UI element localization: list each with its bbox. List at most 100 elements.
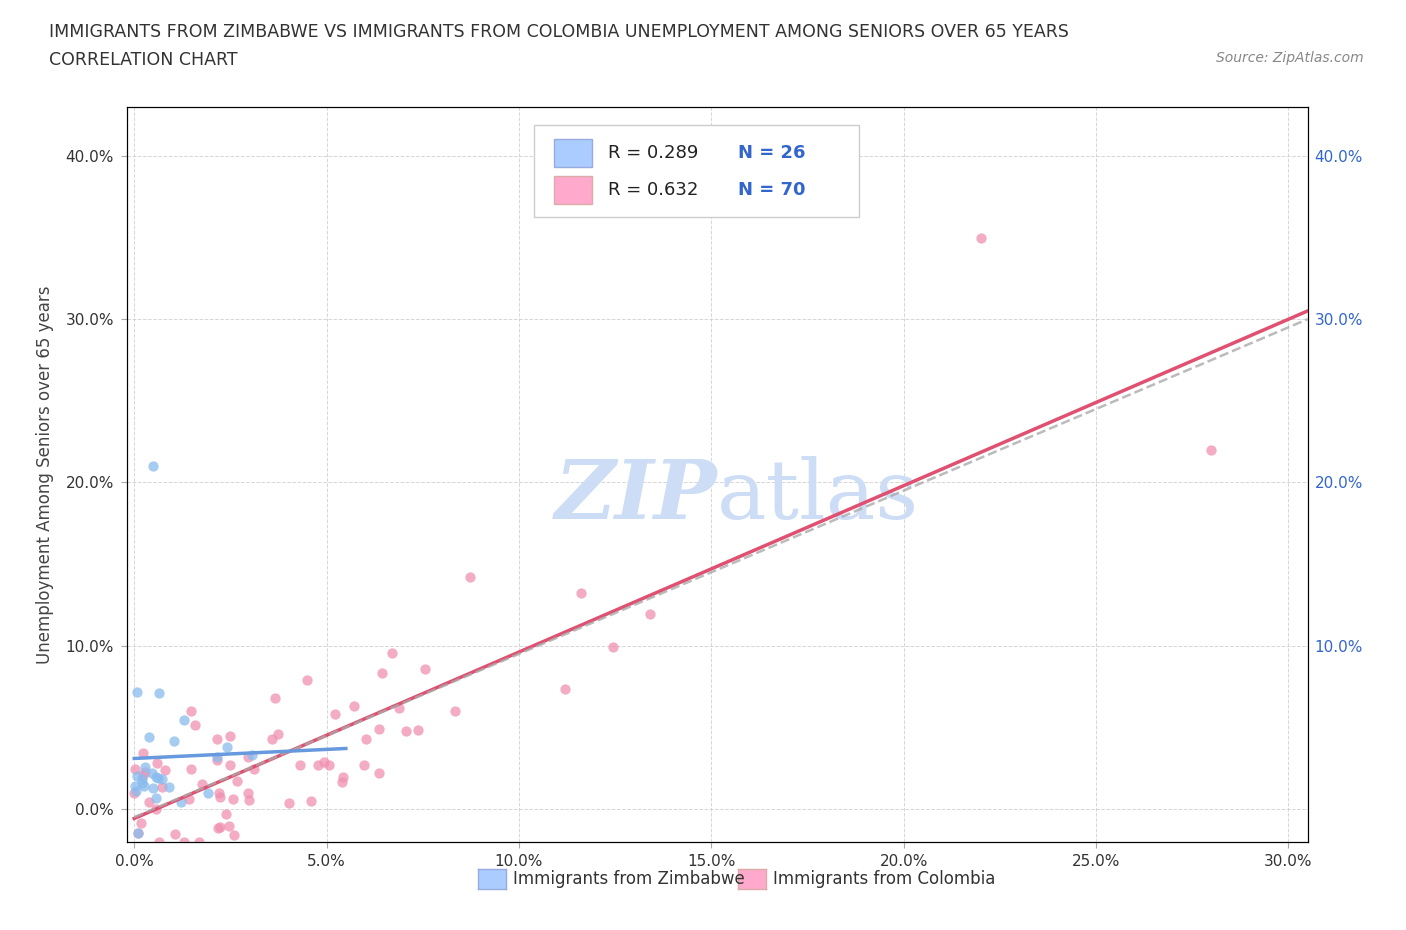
Point [267,727,290,742]
Point [148,834,170,849]
Point [150,779,173,794]
Point [413,661,436,676]
Point [262,732,284,747]
Text: N = 70: N = 70 [738,181,806,199]
Point [371,666,394,681]
Point [125,783,148,798]
Point [288,757,311,772]
Point [444,704,467,719]
Point [165,827,187,842]
Point [205,749,228,764]
Point [368,766,391,781]
Point [314,754,336,769]
Point [134,764,156,779]
Point [219,728,242,743]
Point [152,772,174,787]
Point [222,828,245,843]
Point [207,820,229,835]
Point [969,230,991,245]
Point [180,762,202,777]
Point [394,724,416,738]
Point [243,762,266,777]
Point [142,780,165,795]
Point [125,684,148,699]
Point [215,739,238,754]
Point [124,779,146,794]
Point [381,645,404,660]
Point [219,757,242,772]
Point [406,723,429,737]
Point [602,640,624,655]
FancyBboxPatch shape [534,126,859,218]
Text: Immigrants from Zimbabwe: Immigrants from Zimbabwe [513,870,745,888]
Point [173,834,195,849]
Text: CORRELATION CHART: CORRELATION CHART [49,51,238,69]
Y-axis label: Unemployment Among Seniors over 65 years: Unemployment Among Seniors over 65 years [37,286,55,663]
Point [554,682,576,697]
Point [330,775,353,790]
Point [307,757,329,772]
Point [146,771,169,786]
Point [638,606,661,621]
Point [225,774,247,789]
Point [1201,443,1223,458]
Point [138,730,160,745]
Point [188,834,211,849]
Bar [554,140,592,167]
Point [236,786,259,801]
Text: R = 0.289: R = 0.289 [609,144,699,162]
Point [197,786,219,801]
Point [179,791,201,806]
Point [157,779,180,794]
Point [353,758,375,773]
Point [205,731,228,746]
Point [145,790,167,805]
Point [127,826,149,841]
Point [153,762,176,777]
Text: Immigrants from Colombia: Immigrants from Colombia [773,870,995,888]
Point [191,777,214,791]
Point [142,458,165,473]
Point [180,703,202,718]
Point [183,717,205,732]
Point [368,722,391,737]
Point [146,755,169,770]
Point [145,801,167,816]
Point [569,585,592,600]
Point [238,792,260,807]
Point [343,698,366,713]
Point [236,750,259,764]
Point [208,785,231,800]
Point [170,794,193,809]
Bar [554,176,592,204]
Point [278,795,301,810]
Point [218,818,240,833]
Point [295,672,318,687]
Point [299,793,322,808]
Point [132,778,155,793]
Point [131,767,153,782]
Point [318,757,340,772]
Point [129,816,152,830]
Text: N = 26: N = 26 [738,144,806,162]
Point [141,765,163,780]
Point [125,768,148,783]
Point [127,826,149,841]
Point [215,806,238,821]
Point [124,786,146,801]
Point [209,820,232,835]
Point [134,760,156,775]
Point [145,770,167,785]
Point [173,712,195,727]
Point [221,791,243,806]
Point [131,772,153,787]
Point [354,731,377,746]
Text: Source: ZipAtlas.com: Source: ZipAtlas.com [1216,51,1364,65]
Point [208,790,231,804]
Point [205,752,228,767]
Point [264,691,287,706]
Point [388,700,411,715]
Text: ZIP: ZIP [554,457,717,537]
Text: R = 0.632: R = 0.632 [609,181,699,199]
Point [131,776,153,790]
